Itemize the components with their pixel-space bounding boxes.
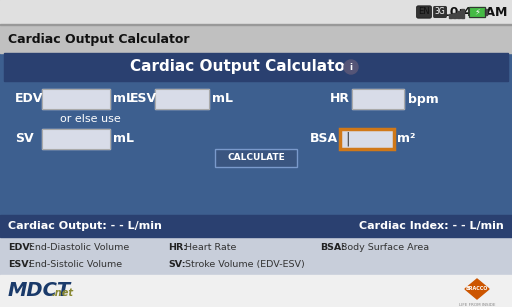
Text: HR: HR [330,92,350,106]
Bar [0,275,512,307]
Text: Cardiac Output Calculator: Cardiac Output Calculator [8,33,189,45]
Bar [4,53,508,81]
Text: |: | [345,132,350,146]
Bar [457,11,460,18]
Text: HR:: HR: [168,243,187,252]
Text: Body Surface Area: Body Surface Area [338,243,429,252]
Text: CALCULATE: CALCULATE [227,154,285,162]
Text: or else use: or else use [60,114,121,124]
Text: Cardiac Output: - - L/min: Cardiac Output: - - L/min [8,221,162,231]
Bar [352,89,404,109]
Text: ⚡: ⚡ [474,7,480,17]
Bar [469,7,485,17]
Text: BRACCO: BRACCO [466,286,488,292]
Circle shape [344,60,358,74]
Text: EDV:: EDV: [8,243,33,252]
Text: BSA:: BSA: [320,243,345,252]
Bar [352,89,404,109]
Text: ESV:: ESV: [8,260,32,269]
Bar [340,129,394,149]
Text: LIFE FROM INSIDE: LIFE FROM INSIDE [459,303,495,307]
Polygon shape [465,279,489,299]
Bar [453,13,456,18]
Text: i: i [350,63,352,72]
Bar [155,89,209,109]
Text: MDCT: MDCT [8,282,71,301]
Bar [0,24,512,25]
Text: EDV: EDV [15,92,44,106]
Bar [0,25,512,53]
Text: EN: EN [418,7,430,17]
Text: mL: mL [113,92,134,106]
Bar [215,149,297,167]
Bar [42,89,110,109]
Text: mL: mL [212,92,233,106]
Text: m²: m² [397,133,416,146]
Text: 10:44 AM: 10:44 AM [441,6,507,18]
Text: Stroke Volume (EDV-ESV): Stroke Volume (EDV-ESV) [181,260,304,269]
Bar [0,0,512,25]
Text: BSA: BSA [310,133,338,146]
Bar [0,53,512,215]
Text: Heart Rate: Heart Rate [181,243,236,252]
Bar [485,9,487,15]
Bar [340,129,394,149]
Bar [0,215,512,237]
Text: Cardiac Index: - - L/min: Cardiac Index: - - L/min [359,221,504,231]
Text: ESV: ESV [130,92,157,106]
Bar [469,7,485,17]
Bar [42,129,110,149]
Bar [0,237,512,275]
Text: 3G: 3G [435,7,445,17]
Text: End-Diastolic Volume: End-Diastolic Volume [26,243,129,252]
Text: SV:: SV: [168,260,185,269]
Text: bpm: bpm [408,92,439,106]
Bar [461,9,464,18]
Bar [449,14,452,18]
Text: mL: mL [113,133,134,146]
Text: SV: SV [15,133,34,146]
Bar [42,89,110,109]
Text: .net: .net [52,288,74,298]
Text: End-Sistolic Volume: End-Sistolic Volume [26,260,122,269]
Bar [42,129,110,149]
Bar [155,89,209,109]
Bar [215,149,297,167]
Text: Cardiac Output Calculator: Cardiac Output Calculator [130,60,352,75]
